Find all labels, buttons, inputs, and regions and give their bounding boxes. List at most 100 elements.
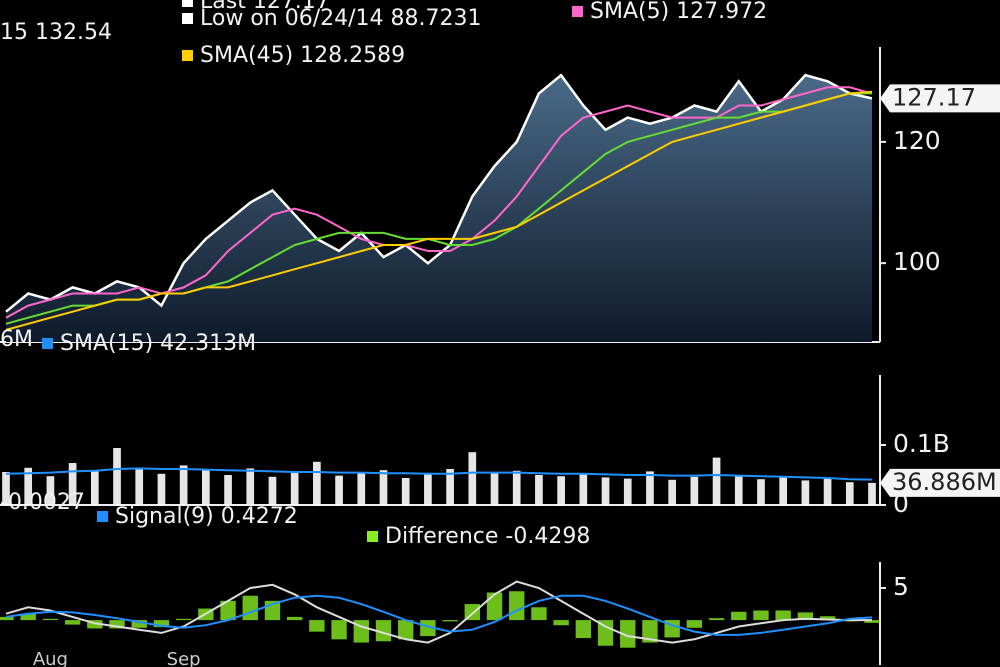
area [6, 75, 872, 342]
bar [486, 592, 503, 621]
bar [535, 475, 543, 505]
legend-marker [42, 338, 53, 349]
bar [135, 469, 144, 505]
legend-label: -0.0027 [0, 490, 85, 515]
bar [157, 473, 166, 505]
bar [753, 610, 769, 621]
bar [468, 452, 477, 505]
bar [509, 591, 525, 621]
bar [797, 612, 814, 621]
bar [734, 475, 743, 505]
bar [708, 618, 725, 621]
bar [309, 620, 325, 632]
y-tick-label: 120 [893, 126, 941, 155]
legend-marker [182, 0, 193, 7]
bar [597, 620, 614, 646]
bar [153, 620, 170, 628]
bar [113, 448, 121, 505]
bar [424, 474, 432, 505]
bar [398, 620, 414, 640]
bar [20, 613, 36, 621]
bar [712, 457, 721, 505]
price-tag-label: 127.17 [892, 83, 976, 111]
bar [24, 467, 33, 505]
bar [357, 473, 366, 505]
bar [446, 469, 454, 505]
bar [686, 620, 703, 628]
bar [401, 478, 410, 505]
y-tick-label: 5 [893, 572, 909, 601]
annotation: Low on 06/24/14 88.7231 [200, 6, 482, 31]
bar [801, 480, 810, 505]
bar [575, 620, 592, 639]
bar [442, 620, 458, 622]
bar [220, 600, 236, 621]
legend-label: SMA(15) 42.313M [60, 331, 256, 356]
legend-label: SMA(5) 127.972 [590, 0, 767, 24]
bar [131, 620, 147, 628]
y-tick-label: 0.1B [893, 429, 950, 458]
bar [668, 479, 676, 505]
price-tag-label: 36.886M [892, 468, 997, 496]
bar [646, 471, 654, 505]
bar [420, 620, 436, 637]
line [5, 594, 873, 636]
x-tick-label: Aug [33, 649, 68, 667]
bar [179, 465, 188, 505]
line [5, 467, 873, 481]
legend-marker [182, 13, 193, 24]
bar [42, 618, 59, 621]
bar [553, 620, 569, 626]
legend-marker [182, 50, 193, 61]
legend-label: Difference -0.4298 [385, 524, 590, 549]
bar [579, 473, 588, 505]
bar [868, 482, 876, 505]
bar [313, 461, 321, 505]
bar [601, 477, 610, 505]
bar [512, 470, 521, 505]
bar [620, 620, 636, 648]
legend-label: Signal(9) 0.4272 [115, 504, 298, 529]
bar [175, 618, 192, 621]
legend-marker [367, 531, 378, 542]
bar [731, 611, 747, 621]
bar [845, 482, 854, 505]
line [5, 90, 873, 331]
bar [46, 476, 55, 505]
legend-label: SMA(45) 128.2589 [200, 43, 405, 68]
bar [290, 472, 299, 505]
bar [68, 463, 77, 505]
price-tag [880, 468, 1000, 497]
line [5, 580, 872, 644]
bar [64, 620, 81, 625]
bar [109, 620, 125, 629]
bar [90, 470, 99, 505]
legend-marker [97, 511, 108, 522]
line [5, 86, 873, 319]
x-tick-label: Sep [167, 649, 201, 667]
bar [623, 478, 632, 505]
bar [819, 616, 836, 621]
bar [775, 610, 791, 621]
bar [823, 478, 832, 505]
bar [642, 620, 658, 643]
bar [246, 468, 255, 505]
legend-label: 6M [0, 327, 33, 352]
bar [224, 475, 232, 505]
bar [490, 472, 499, 505]
bar [335, 475, 343, 505]
bar [864, 620, 880, 623]
y-tick-label: 100 [893, 247, 941, 276]
bar [375, 620, 392, 642]
legend-label: 15 132.54 [0, 20, 112, 45]
bar [286, 616, 303, 621]
legend-label: Last 127.17 [200, 0, 330, 14]
bar [331, 620, 347, 640]
legend-marker [572, 6, 583, 17]
bar [202, 470, 210, 505]
bar [268, 476, 277, 505]
bar [379, 470, 388, 505]
bar [757, 479, 765, 505]
bar [779, 477, 788, 505]
